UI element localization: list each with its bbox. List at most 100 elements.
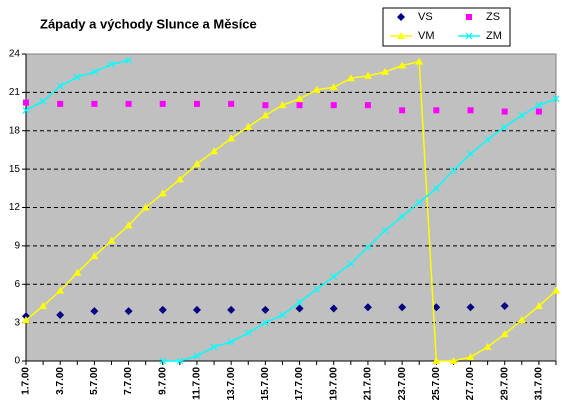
data-point xyxy=(500,330,509,338)
data-point xyxy=(552,95,560,103)
chart-title: Západy a východy Slunce a Měsíce xyxy=(40,16,257,31)
data-point xyxy=(192,160,201,168)
data-point xyxy=(363,71,372,79)
data-point xyxy=(329,304,338,313)
data-point xyxy=(415,198,423,206)
x-tick-label: 3.7.00 xyxy=(55,367,66,395)
legend-marker xyxy=(397,32,405,39)
data-point xyxy=(56,310,65,319)
data-point xyxy=(228,100,235,107)
data-point xyxy=(535,108,542,115)
data-point xyxy=(244,329,252,337)
legend-marker xyxy=(397,13,405,21)
legend-marker xyxy=(466,14,472,20)
data-point xyxy=(124,221,133,229)
data-point xyxy=(364,243,372,251)
legend-marker xyxy=(465,32,473,40)
data-point xyxy=(466,353,475,361)
data-point xyxy=(56,286,65,294)
legend-label: ZM xyxy=(486,30,502,42)
data-point xyxy=(23,99,29,106)
x-tick-label: 31.7.00 xyxy=(534,367,545,401)
data-point xyxy=(347,260,355,268)
data-point xyxy=(535,101,543,109)
data-point xyxy=(125,100,132,107)
data-point xyxy=(193,100,200,107)
data-point xyxy=(56,82,64,90)
data-point xyxy=(261,111,270,119)
data-point xyxy=(381,227,389,234)
data-point xyxy=(398,61,407,69)
data-point xyxy=(90,307,99,316)
y-tick-label: 3 xyxy=(14,317,20,328)
data-point xyxy=(90,68,98,76)
legend-label: VM xyxy=(418,30,435,42)
data-point xyxy=(449,166,457,174)
data-point xyxy=(517,316,526,324)
data-point xyxy=(73,73,81,81)
y-tick-label: 9 xyxy=(14,241,20,252)
data-point xyxy=(175,175,184,183)
data-point xyxy=(73,268,82,276)
data-point xyxy=(227,338,235,346)
series-line xyxy=(25,60,557,362)
data-point xyxy=(193,352,201,360)
data-point xyxy=(518,111,526,119)
data-point xyxy=(432,357,441,364)
data-point xyxy=(159,357,167,365)
data-point xyxy=(432,303,441,312)
x-tick-label: 9.7.00 xyxy=(157,367,168,395)
data-point xyxy=(330,273,338,280)
y-tick-label: 6 xyxy=(14,279,20,290)
y-tick-label: 0 xyxy=(14,356,20,367)
data-point xyxy=(210,147,219,155)
data-point xyxy=(364,102,371,109)
legend-label: ZS xyxy=(486,11,500,23)
data-point xyxy=(346,74,355,82)
data-point xyxy=(432,184,440,192)
data-point xyxy=(158,189,167,197)
data-point xyxy=(124,307,133,316)
data-point xyxy=(381,67,390,75)
x-tick-label: 1.7.00 xyxy=(21,367,32,395)
data-point xyxy=(227,134,236,142)
data-point xyxy=(467,107,474,114)
data-point xyxy=(295,94,304,102)
data-point xyxy=(467,150,474,158)
data-point xyxy=(313,285,321,293)
data-point xyxy=(449,357,458,364)
data-point xyxy=(329,83,338,91)
data-point xyxy=(227,305,236,314)
y-tick-label: 21 xyxy=(9,87,21,98)
x-tick-label: 25.7.00 xyxy=(431,367,442,401)
x-tick-label: 17.7.00 xyxy=(294,367,305,401)
x-tick-label: 11.7.00 xyxy=(192,367,203,400)
data-point xyxy=(158,305,167,314)
data-point xyxy=(433,107,440,114)
data-point xyxy=(363,303,372,312)
data-point xyxy=(108,60,115,68)
data-point xyxy=(501,108,508,115)
y-tick-label: 24 xyxy=(9,49,21,60)
data-point xyxy=(534,301,543,309)
x-tick-label: 19.7.00 xyxy=(328,367,339,401)
data-point xyxy=(244,122,253,130)
data-point xyxy=(159,100,166,107)
y-tick-label: 15 xyxy=(9,164,21,175)
data-point xyxy=(107,236,116,244)
data-point xyxy=(279,311,286,319)
data-point xyxy=(90,252,99,260)
x-tick-label: 7.7.00 xyxy=(123,367,134,395)
legend xyxy=(382,7,511,47)
data-point xyxy=(176,357,184,365)
data-point xyxy=(295,304,304,313)
x-tick-label: 5.7.00 xyxy=(89,367,100,395)
x-tick-label: 27.7.00 xyxy=(465,367,476,401)
y-tick-label: 18 xyxy=(9,125,21,136)
data-point xyxy=(398,213,406,220)
x-tick-label: 15.7.00 xyxy=(260,367,271,401)
y-tick-label: 12 xyxy=(9,202,21,213)
data-point xyxy=(312,85,321,93)
x-tick-label: 13.7.00 xyxy=(226,367,237,401)
data-point xyxy=(552,286,560,294)
